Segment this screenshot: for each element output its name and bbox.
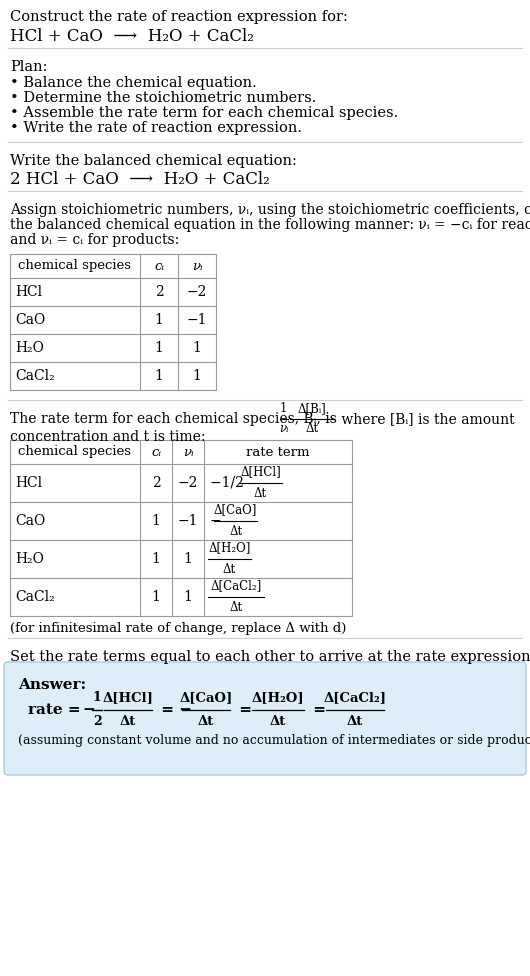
Text: 1: 1 — [155, 313, 163, 327]
Text: concentration and t is time:: concentration and t is time: — [10, 430, 206, 444]
Text: 1: 1 — [192, 369, 201, 383]
Bar — [10, 254, 216, 390]
Text: CaO: CaO — [15, 313, 45, 327]
Text: Plan:: Plan: — [10, 60, 48, 74]
Text: 2: 2 — [155, 285, 163, 299]
Text: HCl: HCl — [15, 285, 42, 299]
Text: 1: 1 — [152, 590, 161, 604]
Text: −1: −1 — [187, 313, 207, 327]
Text: • Write the rate of reaction expression.: • Write the rate of reaction expression. — [10, 121, 302, 135]
Text: Δt: Δt — [270, 715, 286, 728]
Text: 2: 2 — [93, 715, 101, 728]
Text: 1: 1 — [155, 369, 163, 383]
Text: Δ[CaO]: Δ[CaO] — [214, 503, 258, 516]
Text: Answer:: Answer: — [18, 678, 86, 692]
Text: Δ[HCl]: Δ[HCl] — [240, 465, 281, 478]
Text: 1: 1 — [280, 402, 287, 415]
Text: −1: −1 — [178, 514, 198, 528]
Text: −2: −2 — [187, 285, 207, 299]
Text: νᵢ: νᵢ — [183, 445, 193, 459]
Text: 1: 1 — [192, 341, 201, 355]
Text: where [Bᵢ] is the amount: where [Bᵢ] is the amount — [337, 412, 515, 426]
Text: CaCl₂: CaCl₂ — [15, 369, 55, 383]
Text: rate term: rate term — [246, 445, 310, 459]
Text: Δt: Δt — [305, 422, 319, 435]
Text: Δt: Δt — [229, 601, 243, 614]
Text: 1: 1 — [152, 552, 161, 566]
Text: Set the rate terms equal to each other to arrive at the rate expression:: Set the rate terms equal to each other t… — [10, 650, 530, 664]
Text: Δ[CaO]: Δ[CaO] — [179, 691, 233, 704]
Text: • Determine the stoichiometric numbers.: • Determine the stoichiometric numbers. — [10, 91, 316, 105]
Text: (assuming constant volume and no accumulation of intermediates or side products): (assuming constant volume and no accumul… — [18, 734, 530, 747]
Text: Δt: Δt — [347, 715, 363, 728]
Text: = −: = − — [156, 703, 192, 717]
Text: =: = — [308, 703, 331, 717]
Text: CaCl₂: CaCl₂ — [15, 590, 55, 604]
Text: −: − — [82, 703, 95, 717]
Text: =: = — [234, 703, 257, 717]
Text: H₂O: H₂O — [15, 552, 44, 566]
Text: Δt: Δt — [223, 563, 236, 576]
Text: 2 HCl + CaO  ⟶  H₂O + CaCl₂: 2 HCl + CaO ⟶ H₂O + CaCl₂ — [10, 171, 270, 188]
Bar — [10, 440, 352, 616]
Text: The rate term for each chemical species, Bᵢ, is: The rate term for each chemical species,… — [10, 412, 341, 426]
Text: (for infinitesimal rate of change, replace Δ with d): (for infinitesimal rate of change, repla… — [10, 622, 347, 635]
Text: −1/2: −1/2 — [210, 476, 248, 490]
Text: HCl + CaO  ⟶  H₂O + CaCl₂: HCl + CaO ⟶ H₂O + CaCl₂ — [10, 28, 254, 45]
Text: • Assemble the rate term for each chemical species.: • Assemble the rate term for each chemic… — [10, 106, 398, 120]
FancyBboxPatch shape — [4, 662, 526, 775]
Text: Δ[CaCl₂]: Δ[CaCl₂] — [323, 691, 386, 704]
Text: Δ[Bᵢ]: Δ[Bᵢ] — [297, 402, 326, 415]
Text: Δ[H₂O]: Δ[H₂O] — [208, 541, 251, 554]
Text: rate =: rate = — [28, 703, 86, 717]
Text: HCl: HCl — [15, 476, 42, 490]
Text: the balanced chemical equation in the following manner: νᵢ = −cᵢ for reactants: the balanced chemical equation in the fo… — [10, 218, 530, 232]
Text: νᵢ: νᵢ — [279, 422, 288, 435]
Text: Assign stoichiometric numbers, νᵢ, using the stoichiometric coefficients, cᵢ, fr: Assign stoichiometric numbers, νᵢ, using… — [10, 203, 530, 217]
Text: Δt: Δt — [120, 715, 136, 728]
Text: Construct the rate of reaction expression for:: Construct the rate of reaction expressio… — [10, 10, 348, 24]
Text: Δt: Δt — [229, 525, 242, 538]
Text: Write the balanced chemical equation:: Write the balanced chemical equation: — [10, 154, 297, 168]
Text: −2: −2 — [178, 476, 198, 490]
Text: Δ[H₂O]: Δ[H₂O] — [252, 691, 304, 704]
Text: 1: 1 — [93, 691, 101, 704]
Text: H₂O: H₂O — [15, 341, 44, 355]
Text: chemical species: chemical species — [19, 260, 131, 272]
Text: νᵢ: νᵢ — [192, 260, 202, 272]
Text: Δ[CaCl₂]: Δ[CaCl₂] — [210, 579, 262, 592]
Text: Δ[HCl]: Δ[HCl] — [103, 691, 154, 704]
Text: CaO: CaO — [15, 514, 45, 528]
Text: 1: 1 — [183, 590, 192, 604]
Text: • Balance the chemical equation.: • Balance the chemical equation. — [10, 76, 257, 90]
Text: −: − — [210, 514, 222, 528]
Text: chemical species: chemical species — [19, 445, 131, 459]
Text: and νᵢ = cᵢ for products:: and νᵢ = cᵢ for products: — [10, 233, 179, 247]
Text: Δt: Δt — [198, 715, 214, 728]
Text: 1: 1 — [183, 552, 192, 566]
Text: cᵢ: cᵢ — [151, 445, 161, 459]
Text: Δt: Δt — [254, 487, 267, 500]
Text: 1: 1 — [155, 341, 163, 355]
Text: 1: 1 — [152, 514, 161, 528]
Text: cᵢ: cᵢ — [154, 260, 164, 272]
Text: 2: 2 — [152, 476, 161, 490]
